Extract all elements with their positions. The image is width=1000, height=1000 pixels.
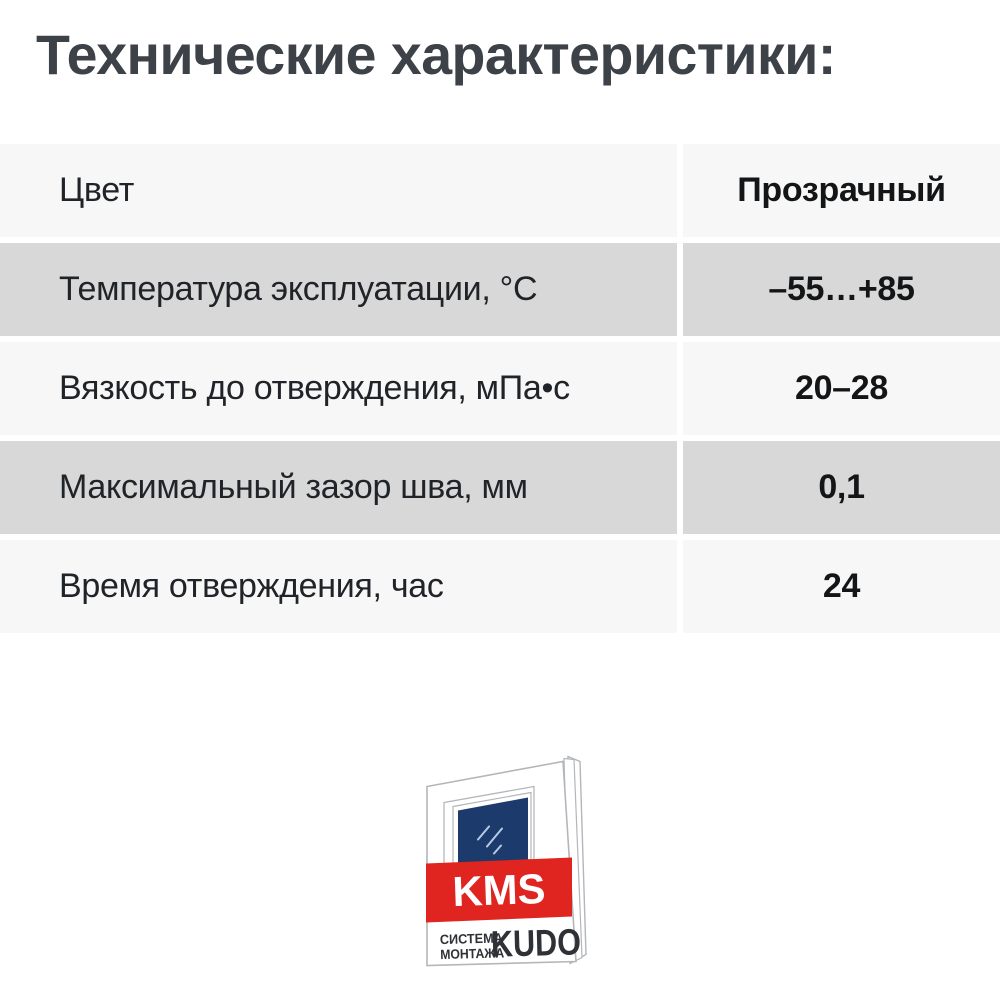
table-row: Вязкость до отверждения, мПа•с 20–28 xyxy=(0,342,1000,435)
kudo-text: KUDO xyxy=(490,921,581,964)
kms-text: KMS xyxy=(452,865,547,915)
logo-bottom-text: СИСТЕМА МОНТАЖА KUDO xyxy=(440,921,582,964)
row-value: –55…+85 xyxy=(683,243,1000,336)
kms-band xyxy=(426,857,572,923)
row-value: Прозрачный xyxy=(683,144,1000,237)
table-row: Температура эксплуатации, °C –55…+85 xyxy=(0,243,1000,336)
row-value: 0,1 xyxy=(683,441,1000,534)
window-illustration: KMS СИСТЕМА МОНТАЖА KUDO xyxy=(426,755,587,967)
kms-kudo-logo: KMS СИСТЕМА МОНТАЖА KUDO xyxy=(400,743,620,993)
row-value: 24 xyxy=(683,540,1000,633)
row-label: Вязкость до отверждения, мПа•с xyxy=(0,342,677,435)
table-row: Время отверждения, час 24 xyxy=(0,540,1000,633)
spec-table: Цвет Прозрачный Температура эксплуатации… xyxy=(0,144,1000,633)
row-label: Температура эксплуатации, °C xyxy=(0,243,677,336)
row-label: Цвет xyxy=(0,144,677,237)
window-glass xyxy=(458,797,528,865)
table-row: Цвет Прозрачный xyxy=(0,144,1000,237)
system-label-line1: СИСТЕМА xyxy=(440,930,504,947)
system-label-line2: МОНТАЖА xyxy=(440,945,505,962)
table-row: Максимальный зазор шва, мм 0,1 xyxy=(0,441,1000,534)
glass-reflection-lines xyxy=(477,825,503,855)
row-value: 20–28 xyxy=(683,342,1000,435)
page-title: Технические характеристики: xyxy=(36,23,836,86)
row-label: Время отверждения, час xyxy=(0,540,677,633)
row-label: Максимальный зазор шва, мм xyxy=(0,441,677,534)
